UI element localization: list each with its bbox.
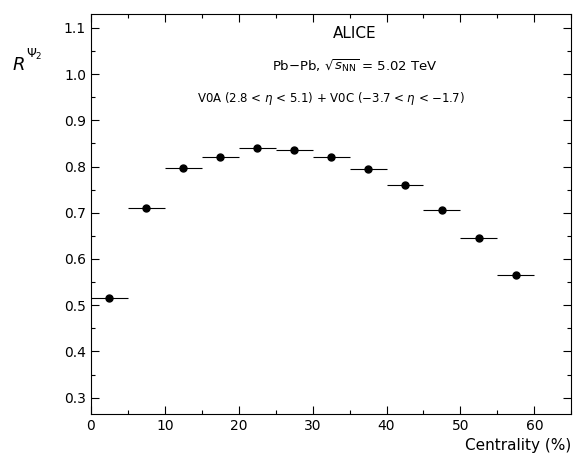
Text: $R$: $R$ xyxy=(12,56,25,74)
Text: V0A (2.8 < $\eta$ < 5.1) + V0C ($-$3.7 < $\eta$ < $-$1.7): V0A (2.8 < $\eta$ < 5.1) + V0C ($-$3.7 <… xyxy=(197,90,465,107)
Text: ALICE: ALICE xyxy=(333,26,377,41)
X-axis label: Centrality (%): Centrality (%) xyxy=(465,438,571,453)
Text: $\Psi_2$: $\Psi_2$ xyxy=(26,46,43,61)
Text: Pb$-$Pb, $\sqrt{s_{\mathrm{NN}}}$ = 5.02 TeV: Pb$-$Pb, $\sqrt{s_{\mathrm{NN}}}$ = 5.02… xyxy=(272,58,438,75)
